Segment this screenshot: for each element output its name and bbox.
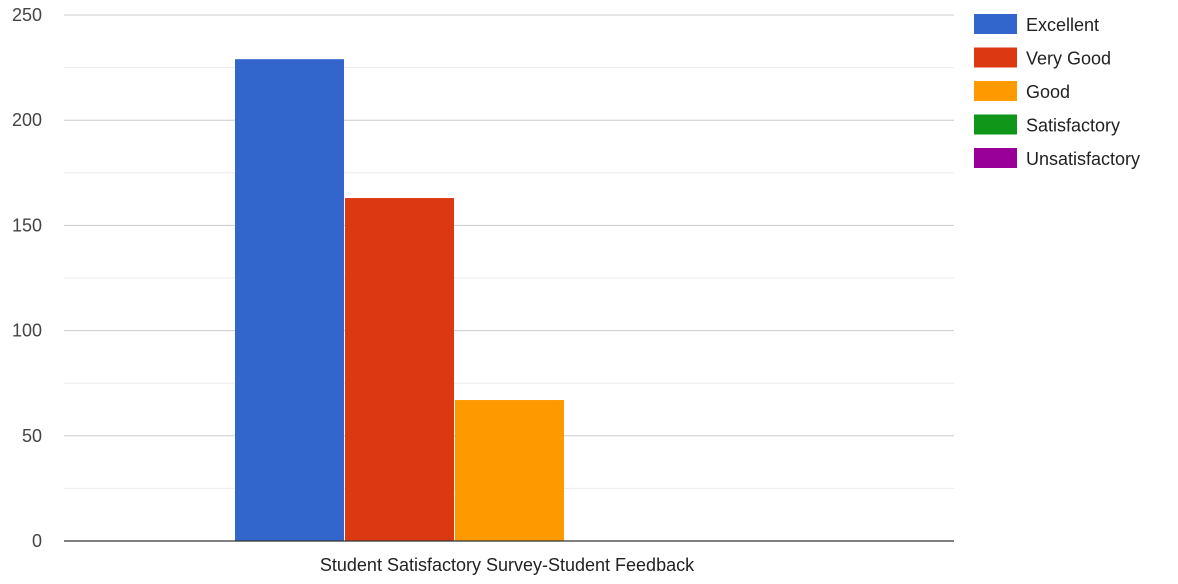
legend-item-unsatisfactory[interactable]: Unsatisfactory [974, 148, 1140, 169]
legend: Excellent Very Good Good Satisfactory Unsati… [974, 14, 1140, 169]
legend-swatch [974, 14, 1017, 34]
legend-item-very-good[interactable]: Very Good [974, 47, 1111, 69]
y-tick-label: 250 [12, 5, 42, 25]
legend-label: Excellent [1026, 15, 1099, 35]
bar-good[interactable] [455, 400, 564, 541]
legend-item-good[interactable]: Good [974, 81, 1070, 102]
y-tick-label: 200 [12, 110, 42, 130]
y-tick-label: 50 [22, 426, 42, 446]
legend-label: Satisfactory [1026, 116, 1120, 136]
legend-label: Very Good [1026, 49, 1111, 69]
y-tick-label: 150 [12, 215, 42, 235]
bar-very-good[interactable] [345, 198, 454, 541]
x-axis-labels: Student Satisfactory Survey-Student Feed… [320, 555, 695, 575]
legend-swatch [974, 114, 1017, 135]
y-tick-label: 100 [12, 321, 42, 341]
x-category-label: Student Satisfactory Survey-Student Feed… [320, 555, 695, 575]
legend-label: Unsatisfactory [1026, 149, 1140, 169]
y-tick-label: 0 [32, 531, 42, 551]
legend-swatch [974, 81, 1017, 101]
bar-excellent[interactable] [235, 59, 344, 542]
legend-swatch [974, 148, 1017, 168]
legend-item-satisfactory[interactable]: Satisfactory [974, 114, 1120, 136]
legend-swatch [974, 47, 1017, 68]
bars [235, 59, 564, 542]
y-axis-ticks: 0 50 100 150 200 250 [12, 5, 42, 551]
legend-label: Good [1026, 82, 1070, 102]
legend-item-excellent[interactable]: Excellent [974, 14, 1099, 35]
